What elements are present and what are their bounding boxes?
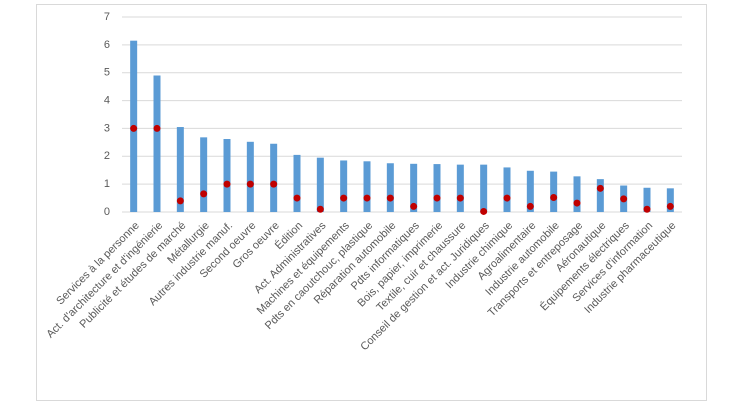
y-tick-label: 4 (104, 94, 110, 106)
dot-marker (316, 205, 324, 213)
dot-marker (643, 205, 651, 213)
dot-marker (223, 180, 231, 188)
bar (503, 167, 511, 212)
bar (456, 164, 464, 212)
bar (293, 154, 301, 212)
dot-marker (526, 202, 534, 210)
y-tick-label: 6 (104, 39, 110, 51)
bar (153, 75, 161, 212)
y-tick-label: 3 (104, 122, 110, 134)
dot-marker (433, 194, 441, 202)
dot-marker (503, 194, 511, 202)
dot-marker (550, 194, 558, 202)
dot-marker (480, 207, 488, 215)
bar (223, 139, 231, 212)
bar (643, 187, 651, 212)
dot-marker (176, 197, 184, 205)
bar (200, 137, 208, 212)
dot-marker (246, 180, 254, 188)
dot-marker (596, 184, 604, 192)
bar (526, 170, 534, 212)
bar (340, 160, 348, 212)
bar (270, 143, 278, 212)
dot-marker (620, 195, 628, 203)
dot-marker (200, 190, 208, 198)
bar (316, 157, 324, 212)
dot-marker (573, 199, 581, 207)
bar (480, 164, 488, 212)
y-tick-label: 7 (104, 11, 110, 23)
bar (363, 161, 371, 212)
bar (386, 163, 394, 212)
bar (410, 163, 418, 212)
y-tick-label: 5 (104, 67, 110, 79)
bar (666, 188, 674, 212)
bar (176, 127, 184, 212)
dot-marker (666, 202, 674, 210)
dot-marker (456, 194, 464, 202)
bar (573, 176, 581, 212)
chart-border (36, 4, 707, 401)
y-tick-label: 0 (104, 206, 110, 218)
dot-marker (293, 194, 301, 202)
y-tick-label: 1 (104, 178, 110, 190)
bar (596, 179, 604, 212)
dot-marker (410, 202, 418, 210)
dot-marker (270, 180, 278, 188)
bar (433, 164, 441, 212)
dot-marker (153, 124, 161, 132)
dot-marker (340, 194, 348, 202)
bar (246, 141, 254, 212)
bar (550, 171, 558, 212)
dot-marker (363, 194, 371, 202)
y-tick-label: 2 (104, 150, 110, 162)
dot-marker (386, 194, 394, 202)
dot-marker (130, 124, 138, 132)
